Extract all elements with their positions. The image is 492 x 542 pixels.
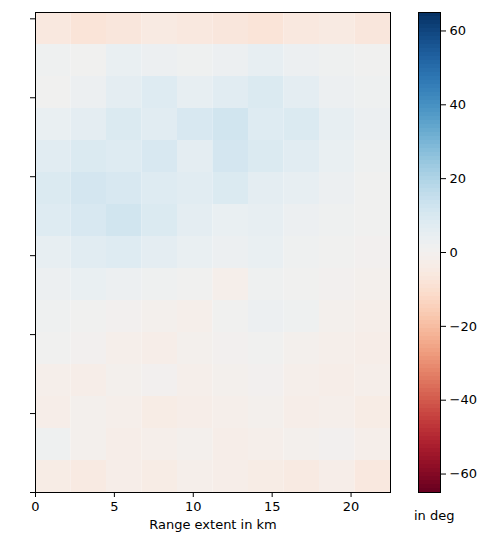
svg-text:0: 0 — [450, 245, 458, 260]
svg-text:−40: −40 — [450, 392, 477, 407]
svg-text:20: 20 — [450, 171, 467, 186]
svg-text:Range extent in km: Range extent in km — [149, 517, 277, 532]
svg-text:40: 40 — [450, 97, 467, 112]
svg-text:10: 10 — [185, 499, 202, 514]
svg-text:15: 15 — [264, 499, 281, 514]
svg-text:20: 20 — [343, 499, 360, 514]
svg-text:0: 0 — [31, 499, 39, 514]
html-text:in deg: in deg — [414, 508, 455, 523]
svg-text:−60: −60 — [450, 466, 477, 481]
svg-text:60: 60 — [450, 23, 467, 38]
svg-text:−20: −20 — [450, 319, 477, 334]
svg-text:5: 5 — [110, 499, 118, 514]
